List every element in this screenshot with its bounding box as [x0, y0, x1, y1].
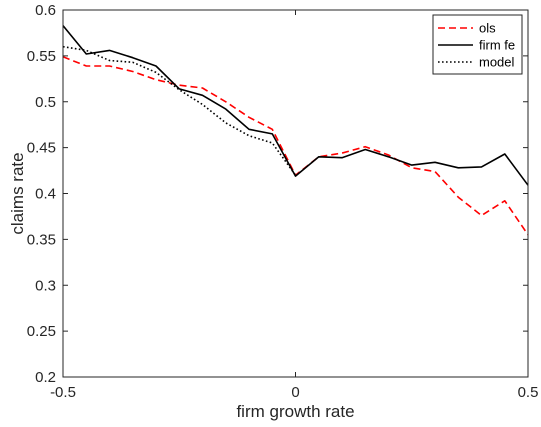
y-tick-label: 0.5	[35, 94, 56, 111]
axis-tick-labels: -0.5 0 0.5 0.2 0.25 0.3 0.35 0.4 0.45 0.5 0.55 0.6	[27, 2, 539, 401]
y-tick-label: 0.3	[35, 277, 56, 294]
x-axis-label: firm growth rate	[236, 402, 354, 421]
y-tick-label: 0.55	[27, 48, 56, 65]
y-tick-label: 0.2	[35, 369, 56, 386]
series-line-model	[62, 45, 297, 176]
y-tick-label: 0.25	[27, 323, 56, 340]
x-tick-label: -0.5	[50, 384, 76, 401]
legend: ols firm fe model	[432, 14, 523, 75]
series-line-firm-fe	[62, 25, 529, 186]
y-tick-label: 0.45	[27, 140, 56, 157]
plot-lines	[62, 25, 529, 236]
x-tick-label: 0.5	[518, 384, 539, 401]
legend-label: model	[479, 55, 515, 70]
legend-label: firm fe	[479, 38, 515, 53]
axis-ticks	[62, 9, 529, 378]
legend-label: ols	[479, 21, 496, 36]
y-tick-label: 0.4	[35, 186, 56, 203]
x-tick-label: 0	[291, 384, 299, 401]
y-tick-label: 0.6	[35, 2, 56, 19]
y-axis-label: claims rate	[8, 152, 27, 234]
y-tick-label: 0.35	[27, 231, 56, 248]
